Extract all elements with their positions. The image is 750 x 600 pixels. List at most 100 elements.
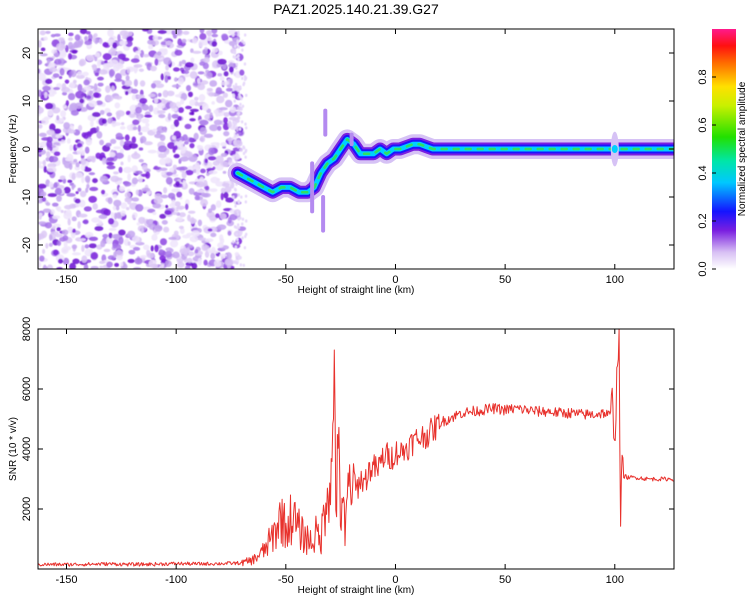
noise-speckle (111, 85, 115, 92)
noise-speckle (215, 164, 224, 171)
noise-speckle (179, 212, 186, 218)
noise-speckle (92, 34, 96, 43)
noise-speckle (229, 66, 234, 73)
noise-speckle (237, 30, 240, 34)
noise-speckle (239, 102, 242, 106)
noise-speckle (79, 190, 87, 198)
noise-speckle (163, 57, 172, 65)
noise-speckle (203, 133, 214, 138)
noise-speckle (39, 191, 47, 197)
spectrogram-frame (37, 28, 675, 270)
noise-speckle (220, 187, 226, 194)
noise-speckle (131, 136, 137, 144)
noise-speckle (67, 179, 73, 183)
noise-speckle (137, 175, 143, 184)
noise-speckle (135, 203, 144, 212)
noise-speckle (53, 151, 61, 157)
noise-speckle (82, 71, 89, 77)
noise-speckle (47, 193, 58, 198)
noise-speckle (134, 257, 143, 265)
snr-y-ticks: 2000 4000 6000 8000 (21, 317, 674, 521)
noise-speckle (77, 83, 83, 92)
noise-speckle (45, 78, 53, 85)
noise-speckle (169, 167, 175, 173)
noise-speckle (220, 152, 228, 158)
noise-speckle (147, 149, 157, 154)
noise-speckle (188, 91, 193, 98)
noise-speckle (196, 189, 206, 193)
noise-speckle (163, 226, 170, 233)
noise-speckle (225, 87, 233, 92)
noise-speckle (38, 221, 47, 225)
noise-speckle (54, 58, 62, 65)
noise-speckle (232, 88, 235, 92)
noise-speckle (151, 82, 157, 89)
noise-speckle (115, 243, 122, 251)
noise-speckle (81, 244, 85, 253)
noise-speckle (108, 152, 116, 158)
noise-speckle (43, 116, 52, 120)
noise-speckle (38, 68, 41, 74)
noise-speckle (244, 76, 248, 80)
noise-speckle (59, 68, 65, 76)
noise-speckle (150, 245, 154, 252)
noise-speckle (211, 29, 218, 34)
noise-speckle (53, 87, 61, 91)
noise-speckle (241, 48, 244, 52)
noise-speckle (186, 165, 196, 171)
noise-speckle (240, 195, 243, 199)
noise-speckle (83, 263, 89, 269)
noise-speckle (210, 176, 219, 184)
noise-speckle (236, 241, 239, 245)
noise-speckle (58, 75, 63, 80)
y-tick-label: 20 (21, 47, 33, 59)
noise-speckle (84, 175, 91, 183)
noise-speckle (224, 258, 234, 266)
x-tick-label: -100 (165, 274, 187, 286)
noise-speckle (189, 111, 194, 116)
noise-speckle (130, 58, 140, 63)
noise-speckle (184, 62, 194, 68)
noise-speckle (181, 171, 187, 179)
noise-speckle (77, 221, 81, 229)
noise-speckle (196, 77, 201, 85)
noise-speckle (165, 64, 169, 71)
noise-speckle (146, 249, 151, 257)
noise-speckle (55, 134, 63, 139)
noise-speckle (62, 157, 66, 165)
noise-speckle (115, 212, 122, 219)
noise-speckle (98, 214, 108, 220)
noise-speckle (245, 93, 248, 97)
noise-speckle (223, 117, 228, 124)
noise-speckle (115, 110, 125, 117)
noise-speckle (120, 262, 124, 267)
noise-speckle (108, 68, 115, 77)
noise-speckle (213, 119, 223, 126)
noise-speckle (215, 200, 222, 208)
noise-speckle (40, 47, 46, 52)
noise-speckle (136, 222, 141, 226)
noise-speckle (174, 145, 178, 151)
spectrogram-x-ticks: -150 -100 -50 0 50 100 (55, 29, 624, 286)
noise-speckle (219, 234, 224, 242)
noise-speckle (111, 120, 117, 128)
noise-speckle (47, 163, 57, 168)
noise-speckle (63, 122, 70, 130)
noise-speckle (128, 143, 138, 149)
x-tick-label: -50 (278, 274, 294, 286)
noise-speckle (117, 53, 126, 60)
noise-speckle (85, 54, 94, 62)
noise-speckle (241, 39, 244, 43)
noise-speckle (85, 187, 89, 193)
noise-speckle (159, 134, 166, 142)
noise-speckle (180, 92, 188, 101)
noise-speckle (238, 127, 242, 131)
noise-speckle (169, 102, 177, 109)
noise-speckle (140, 126, 150, 133)
noise-speckle (152, 128, 158, 132)
noise-speckle (97, 82, 104, 87)
noise-speckle (197, 83, 206, 91)
noise-speckle (138, 68, 144, 72)
noise-speckle (222, 170, 227, 174)
noise-speckle (127, 199, 132, 205)
